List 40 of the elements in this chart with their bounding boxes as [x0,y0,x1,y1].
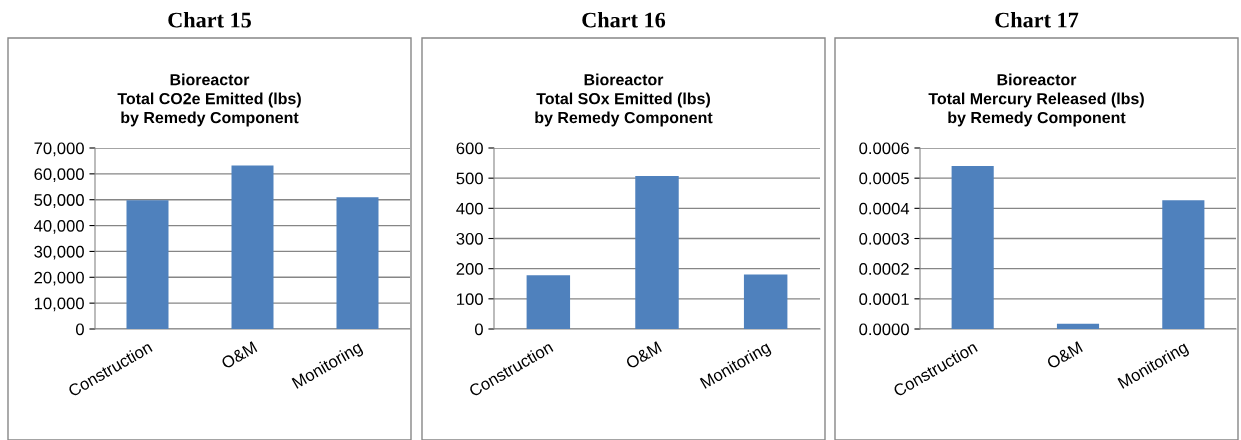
y-tick-label: 0 [75,323,84,336]
y-tick-label: 0.0005 [859,172,909,185]
y-tick-label: 60,000 [34,168,84,183]
bar [635,176,679,329]
bar [1162,200,1205,329]
chart-title: Chart 17 [995,11,1079,28]
bar [231,165,274,329]
chart-title: Chart 15 [168,11,251,28]
y-tick-label: 40,000 [33,219,84,234]
y-tick-label: 10,000 [34,297,84,312]
y-tick-label: 0.0006 [859,142,909,155]
bar [743,274,788,329]
bar [1056,323,1100,329]
y-tick-label: 600 [456,142,483,155]
x-tick-label: O&M [1046,341,1083,370]
y-tick-label: 0.0004 [859,202,910,215]
y-tick-label: 500 [456,172,483,185]
y-tick-label: 30,000 [34,245,84,260]
x-tick-label: O&M [625,341,662,370]
bar [336,197,379,329]
x-tick-label: O&M [220,341,258,370]
y-tick-label: 300 [456,232,483,245]
chart-subtitle: Bioreactor Total Mercury Released (lbs) by Remedy Component [928,73,1144,127]
chart-subtitle: Bioreactor Total SOx Emitted (lbs) by Remedy Component [535,73,713,127]
chart-subtitle: Bioreactor Total CO2e Emitted (lbs) by Remedy Component [117,73,301,127]
bar [951,166,994,329]
chart-title: Chart 16 [582,11,666,28]
y-tick-label: 20,000 [34,271,84,286]
y-tick-label: 200 [456,263,483,275]
y-tick-label: 0.0002 [859,263,909,275]
y-tick-label: 0 [474,323,483,336]
y-tick-label: 0.0000 [859,323,909,336]
y-tick-label: 400 [456,202,483,215]
y-tick-label: 70,000 [34,142,84,157]
y-tick-label: 100 [457,293,483,306]
bar [526,275,571,329]
y-tick-label: 50,000 [34,194,84,208]
y-tick-label: 0.0003 [859,232,909,245]
bar [126,200,169,329]
y-tick-label: 0.0001 [859,293,909,306]
